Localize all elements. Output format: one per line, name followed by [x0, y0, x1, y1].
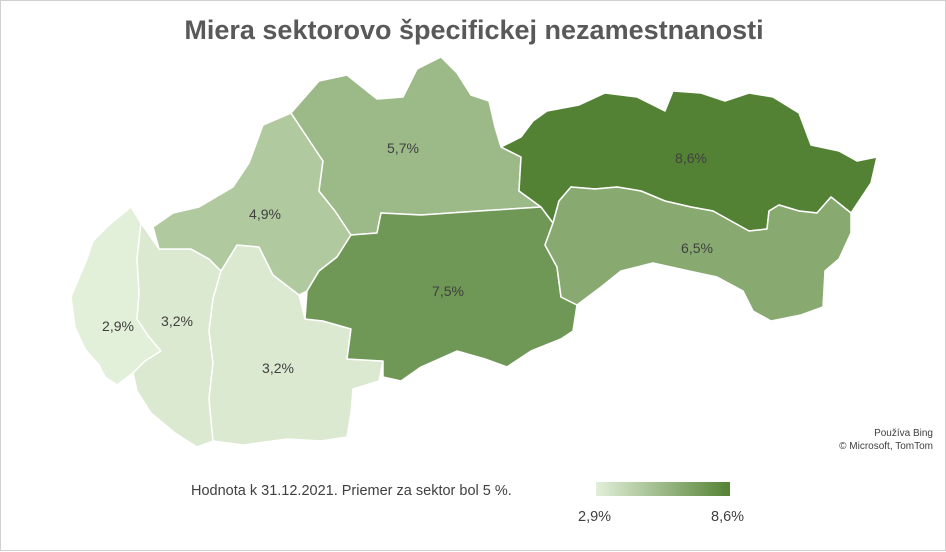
region-label-nitra: 3,2% — [262, 360, 294, 376]
region-banska-bystrica[interactable] — [304, 206, 578, 382]
attribution-bing: Používa Bing — [874, 428, 933, 439]
legend-caption: Hodnota k 31.12.2021. Priemer za sektor … — [191, 483, 512, 499]
legend-gradient-bar — [596, 482, 730, 496]
attribution-copyright: © Microsoft, TomTom — [839, 441, 933, 452]
region-label-bratislava: 2,9% — [102, 318, 134, 334]
region-label-banska-bystrica: 7,5% — [432, 283, 464, 299]
region-label-trencin: 4,9% — [249, 206, 281, 222]
region-label-trnava: 3,2% — [161, 313, 193, 329]
region-label-presov: 8,6% — [675, 150, 707, 166]
legend-min-label: 2,9% — [578, 509, 612, 525]
map-attribution: Používa Bing © Microsoft, TomTom — [839, 427, 933, 453]
map-title: Miera sektorovo špecifickej nezamestnano… — [184, 15, 764, 45]
legend-max-label: 8,6% — [711, 509, 745, 525]
region-kosice[interactable] — [544, 186, 852, 322]
legend-color-scale — [596, 482, 730, 496]
region-label-kosice: 6,5% — [681, 240, 713, 256]
region-label-zilina: 5,7% — [387, 140, 419, 156]
